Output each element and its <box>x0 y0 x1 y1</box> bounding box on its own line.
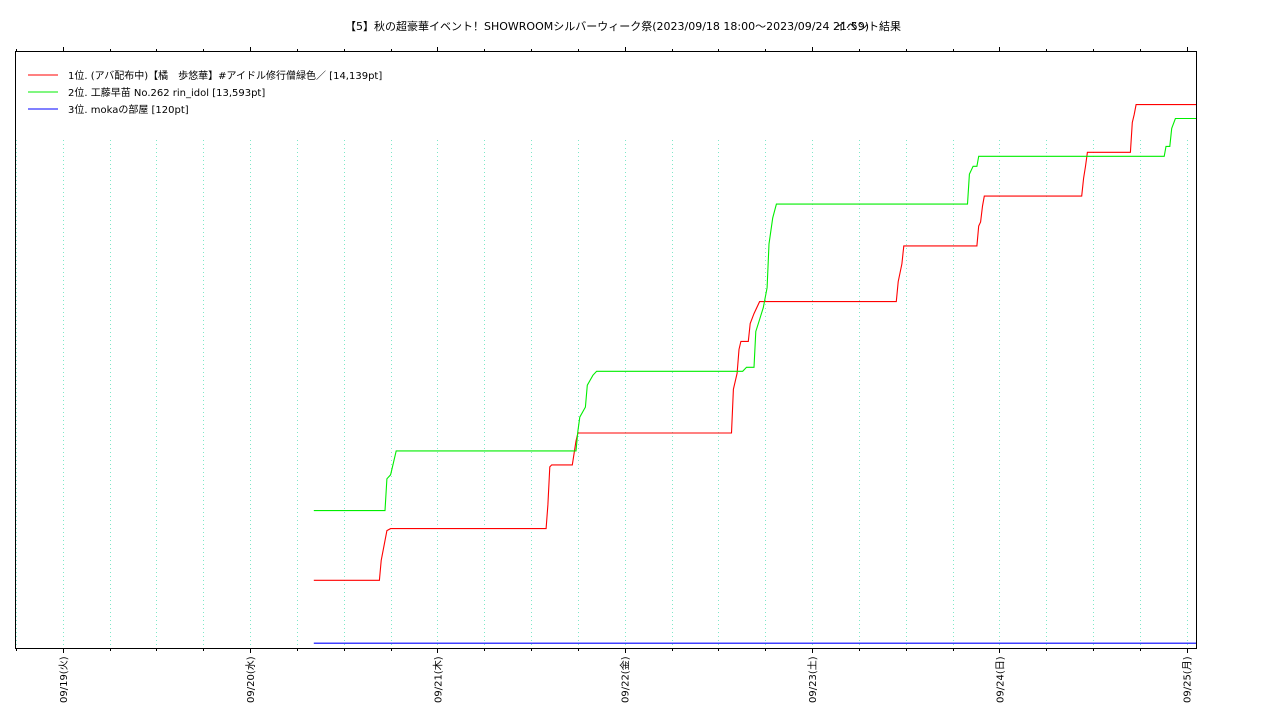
x-tick-label: 09/25(月) <box>1182 656 1194 703</box>
x-tick-label: 09/23(土) <box>806 656 819 703</box>
x-tick-label: 09/21(木) <box>432 656 444 703</box>
x-tick-label: 09/20(水) <box>245 656 257 703</box>
x-tick-label: 09/19(火) <box>58 656 70 703</box>
legend-label-2: 2位. 工藤早苗 No.262 rin_idol [13,593pt] <box>68 86 265 99</box>
grid <box>16 140 1188 648</box>
legend: 1位. (アバ配布中)【橘 歩悠華】#アイドル修行僧緑色／ [14,139pt]… <box>28 69 382 116</box>
chart-title: 【5】秋の超豪華イベント！SHOWROOMシルバーウィーク祭(2023/09/1… <box>345 19 869 33</box>
x-axis: 09/19(火) 09/20(水) 09/21(木) 09/22(金) 09/23(土)… <box>16 47 1194 703</box>
legend-label-1: 1位. (アバ配布中)【橘 歩悠華】#アイドル修行僧緑色／ [14,139pt] <box>68 69 382 82</box>
x-tick-label: 09/22(金) <box>619 656 632 703</box>
x-tick-label: 09/24(日) <box>995 656 1006 703</box>
series-line-1 <box>313 104 1196 581</box>
series-lines <box>313 104 1196 644</box>
legend-label-3: 3位. mokaの部屋 [120pt] <box>68 103 189 116</box>
chart-subtitle: イベント結果 <box>835 19 901 33</box>
plot-frame <box>15 51 1197 649</box>
series-line-2 <box>313 117 1196 512</box>
